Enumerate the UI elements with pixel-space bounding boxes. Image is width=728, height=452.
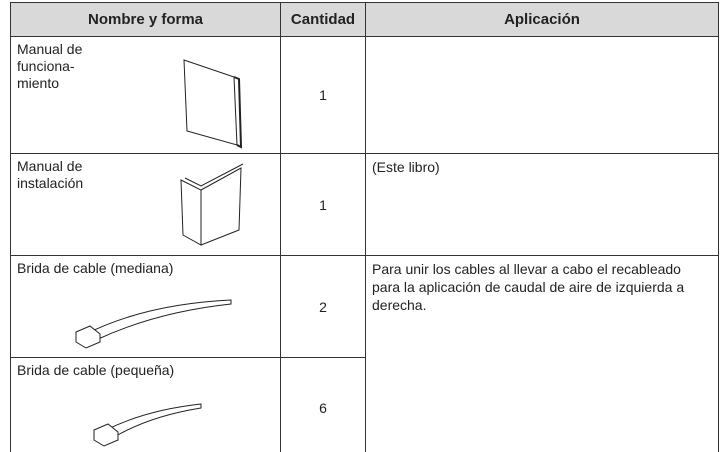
open-manual-icon bbox=[180, 163, 244, 246]
name: Manual de funciona- miento bbox=[17, 41, 83, 91]
name: Manual de instalación bbox=[17, 158, 84, 191]
name: Brida de cable (pequeña) bbox=[17, 362, 175, 378]
name-cell: Manual de instalación bbox=[10, 153, 281, 256]
header-cell: Aplicación bbox=[365, 2, 719, 37]
quantity-cell: 6 bbox=[280, 357, 366, 452]
application-cell: (Este libro) bbox=[365, 153, 719, 256]
cable-tie-icon bbox=[75, 299, 232, 349]
name-cell: Manual de funciona- miento bbox=[10, 36, 281, 154]
quantity-cell: 1 bbox=[280, 153, 366, 256]
name-cell: Brida de cable (pequeña) bbox=[10, 357, 281, 452]
quantity-cell: 2 bbox=[280, 255, 366, 358]
application-cell bbox=[365, 36, 719, 154]
name: Brida de cable (mediana) bbox=[17, 260, 174, 276]
header-cell: Nombre y forma bbox=[10, 2, 281, 37]
application-cell: Para unir los cables al llevar a cabo el… bbox=[365, 255, 719, 452]
name-cell: Brida de cable (mediana) bbox=[10, 255, 281, 358]
cable-tie-icon bbox=[93, 403, 202, 447]
quantity-cell: 1 bbox=[280, 36, 366, 154]
accessory-table: Nombre y forma Cantidad Aplicación Manua… bbox=[10, 2, 719, 452]
header-cell: Cantidad bbox=[280, 2, 366, 37]
booklet-icon bbox=[183, 59, 243, 149]
